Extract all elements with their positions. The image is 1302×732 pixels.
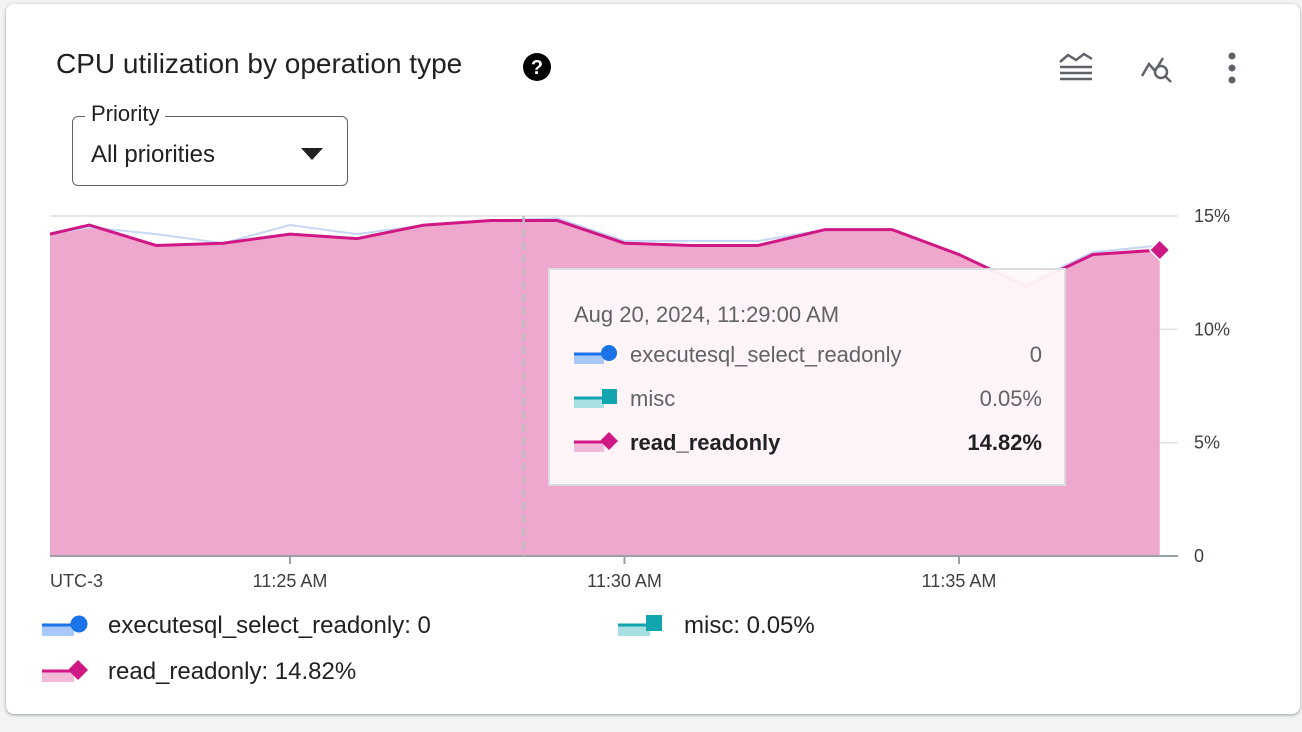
diamond-marker-icon	[1148, 238, 1171, 262]
tooltip-series-value: 0.05%	[979, 386, 1042, 411]
legend-series-value: 14.82%	[274, 658, 357, 685]
explore-chart-icon[interactable]	[1138, 50, 1174, 86]
chart-tooltip: Aug 20, 2024, 11:29:00 AM executesql_sel…	[548, 268, 1066, 486]
legend-series-name: read_readonly:	[108, 658, 269, 685]
svg-text:?: ?	[531, 57, 543, 79]
diamond-marker-icon	[574, 432, 618, 459]
legend-series-name: executesql_select_readonly:	[108, 612, 411, 639]
tooltip-series-name: executesql_select_readonly	[630, 342, 902, 367]
legend-series-value: 0	[417, 612, 431, 639]
arrow-drop-down-icon	[301, 147, 323, 165]
more-vert-icon[interactable]	[1214, 50, 1250, 86]
tooltip-row: misc 0.05%	[574, 386, 1042, 414]
x-tick-label: 11:30 AM	[587, 571, 662, 591]
priority-select-value: All priorities	[91, 141, 216, 168]
tooltip-series-name: read_readonly	[630, 430, 781, 455]
square-marker-icon	[618, 614, 664, 643]
chart-style-icon[interactable]	[1058, 50, 1094, 86]
circle-marker-icon	[574, 344, 618, 371]
diamond-marker-icon	[42, 660, 88, 689]
timezone-label: UTC-3	[50, 571, 103, 591]
priority-select-label: Priority	[85, 101, 166, 127]
x-tick-label: 11:25 AM	[253, 571, 328, 591]
legend-series-value: 0.05%	[746, 612, 815, 639]
circle-marker-icon	[42, 614, 88, 643]
tooltip-series-value: 14.82%	[967, 430, 1042, 455]
series-line-read-readonly	[49, 219, 1160, 288]
tooltip-series-value: 0	[1029, 342, 1042, 367]
y-tick-label: 0	[1194, 546, 1204, 566]
tooltip-date: Aug 20, 2024, 11:29:00 AM	[574, 302, 840, 327]
tooltip-row: read_readonly 14.82%	[574, 430, 1042, 458]
y-tick-label: 15%	[1194, 206, 1230, 226]
legend-series-name: misc:	[684, 612, 740, 639]
help-circle-icon[interactable]: ?	[522, 52, 552, 82]
x-tick-label: 11:35 AM	[922, 571, 997, 591]
priority-select[interactable]: Priority All priorities	[72, 101, 348, 186]
square-marker-icon	[574, 388, 618, 415]
chart-title: CPU utilization by operation type	[56, 48, 463, 79]
y-tick-label: 10%	[1194, 319, 1230, 339]
y-tick-label: 5%	[1194, 433, 1220, 453]
tooltip-series-name: misc	[630, 386, 676, 411]
tooltip-row: executesql_select_readonly 0	[574, 342, 1042, 370]
